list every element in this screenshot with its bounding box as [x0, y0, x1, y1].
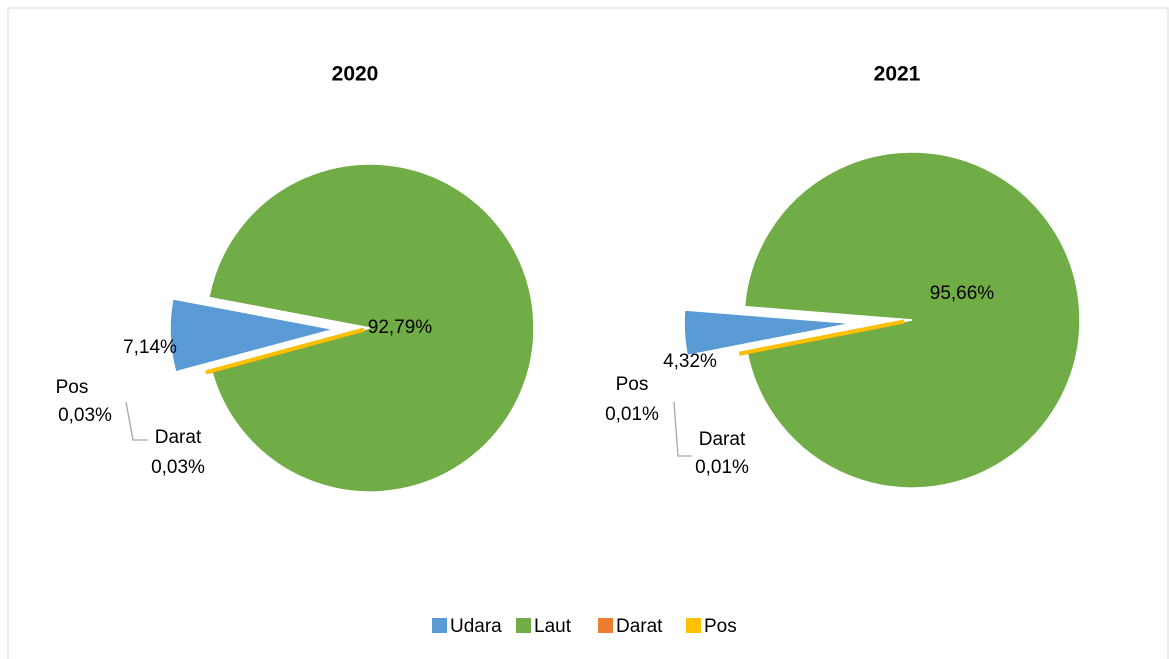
pie-slice: [205, 327, 365, 375]
legend-label: Darat: [616, 616, 663, 637]
category-label: Darat: [699, 429, 746, 450]
category-label: Pos: [616, 374, 649, 395]
data-label: 95,66%: [930, 283, 995, 304]
legend-label: Laut: [534, 616, 572, 637]
data-label: 0,03%: [58, 405, 112, 426]
legend-swatch: [598, 618, 613, 633]
legend-swatch: [432, 618, 447, 633]
data-label: 0,01%: [695, 457, 749, 478]
chart-title: 2020: [332, 63, 379, 86]
pie-slice: [683, 309, 853, 357]
legend-swatch: [516, 618, 531, 633]
category-label: Pos: [56, 377, 89, 398]
data-label: 92,79%: [368, 317, 433, 338]
leader-line: [125, 401, 148, 441]
pie-slice: [743, 151, 1081, 489]
legend-swatch: [686, 618, 701, 633]
data-label: 4,32%: [663, 351, 717, 372]
data-label: 0,01%: [605, 404, 659, 425]
legend-label: Udara: [450, 616, 502, 637]
data-label: 7,14%: [123, 337, 177, 358]
legend-label: Pos: [704, 616, 737, 637]
category-label: Darat: [155, 427, 202, 448]
chart-title: 2021: [874, 63, 921, 86]
leader-line: [673, 401, 692, 457]
pie-slice: [738, 319, 905, 356]
data-label: 0,03%: [151, 457, 205, 478]
pie-slice: [207, 163, 535, 493]
pie-slice: [169, 298, 335, 373]
